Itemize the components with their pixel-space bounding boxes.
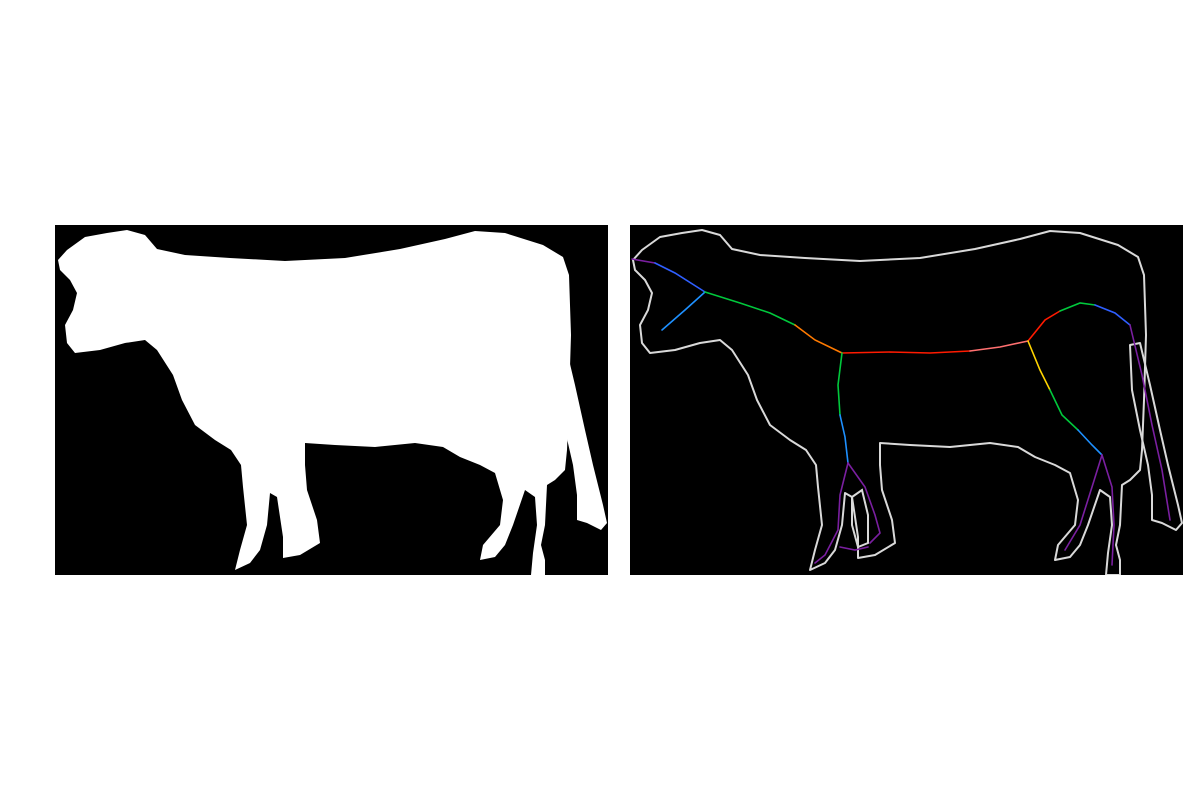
cow-contour — [632, 229, 1147, 575]
silhouette-panel — [55, 225, 608, 575]
skeleton-head-top — [631, 258, 656, 264]
skeleton-rear-leg-lower2 — [1101, 454, 1115, 566]
skeleton-panel — [630, 225, 1183, 575]
skeleton-hip — [1027, 310, 1061, 342]
skeleton-neck — [704, 291, 796, 326]
skeleton-rear-leg-upper — [1027, 340, 1051, 391]
skeleton-spine-rear — [969, 340, 1029, 352]
skeleton-rump — [1094, 304, 1131, 326]
skeleton-lines — [631, 258, 1171, 566]
cow-tail-contour — [1129, 342, 1183, 531]
skeleton-rear-leg-knee — [1077, 429, 1103, 456]
skeleton-front-leg-upper — [837, 352, 843, 416]
skeleton-tail — [1129, 324, 1171, 521]
skeleton-head-snout — [661, 291, 706, 331]
skeleton-spine — [841, 350, 971, 354]
cow-skeleton-icon — [631, 229, 1183, 575]
skeleton-head-neck — [654, 262, 706, 293]
skeleton-front-foot — [839, 546, 869, 551]
cow-silhouette-icon — [58, 230, 607, 575]
skeleton-front-leg-lower1 — [814, 462, 849, 564]
skeleton-hip-upper — [1059, 302, 1096, 312]
cow-tail-silhouette — [555, 343, 607, 530]
skeleton-rear-leg-mid — [1049, 389, 1079, 431]
skeleton-shoulder — [794, 324, 843, 354]
skeleton-rear-leg-lower1 — [1064, 454, 1103, 551]
cow-silhouette — [58, 230, 571, 575]
skeleton-front-leg-mid — [839, 414, 849, 464]
skeleton-front-leg-lower2 — [847, 462, 881, 544]
leg-gap-contour — [851, 488, 869, 549]
